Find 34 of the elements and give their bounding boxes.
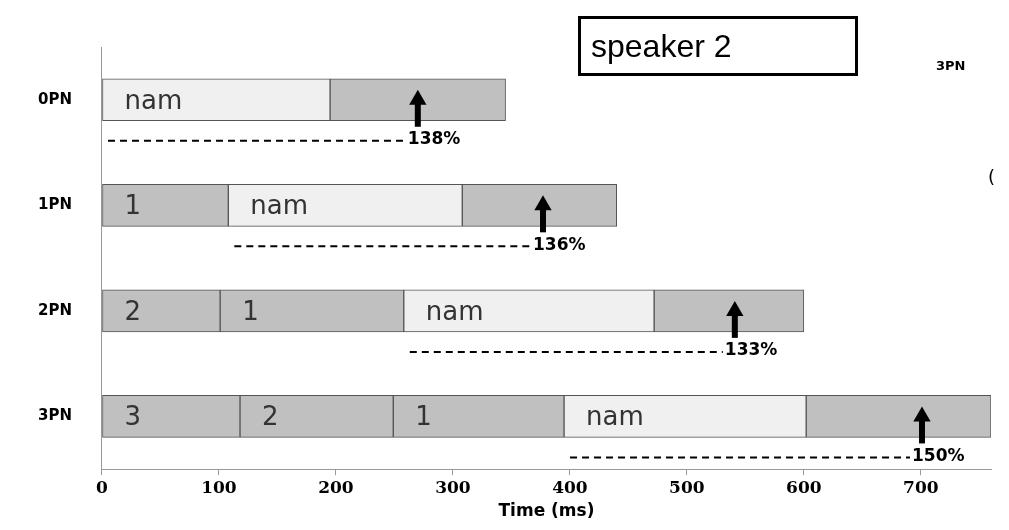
point (534, 195, 552, 211)
text: nam (425, 295, 484, 326)
annotation: 3PN (936, 58, 966, 73)
series-label: 2 (262, 401, 279, 432)
y-tick-label: 2PN (38, 300, 72, 319)
y-tick-label: 0PN (38, 89, 72, 108)
point (726, 300, 744, 316)
x-tick-label: 700 (903, 476, 939, 497)
text: 1 (415, 401, 432, 432)
x-tick-label: 100 (201, 476, 237, 497)
y-tick-label: 3PN (38, 406, 72, 425)
series-label: 3 (124, 401, 142, 432)
x-tick-label: 600 (786, 476, 822, 497)
annotation: 133% (724, 339, 778, 360)
annotation: 136% (532, 233, 586, 254)
x-axis-title: Time (ms) (498, 500, 595, 521)
x-tick-label: 400 (552, 476, 588, 497)
annotation: 150% (911, 444, 965, 465)
point (913, 406, 931, 422)
series-label: nam (250, 190, 309, 221)
annotation: 138% (407, 128, 461, 149)
x-tick-label: 200 (318, 476, 354, 497)
text: nam (124, 84, 183, 115)
text: 1 (242, 295, 259, 326)
point (409, 89, 427, 105)
text: 2 (124, 295, 142, 326)
x-tick-label: 0 (96, 476, 109, 497)
text: nam (586, 401, 644, 432)
y-tick-label: 1PN (38, 195, 72, 214)
x-tick-label: 300 (435, 476, 471, 497)
annotation: ( (988, 166, 996, 187)
series-label: 1 (124, 190, 142, 221)
text-box: speaker 2 (578, 16, 858, 76)
x-tick-label: 500 (669, 476, 705, 497)
